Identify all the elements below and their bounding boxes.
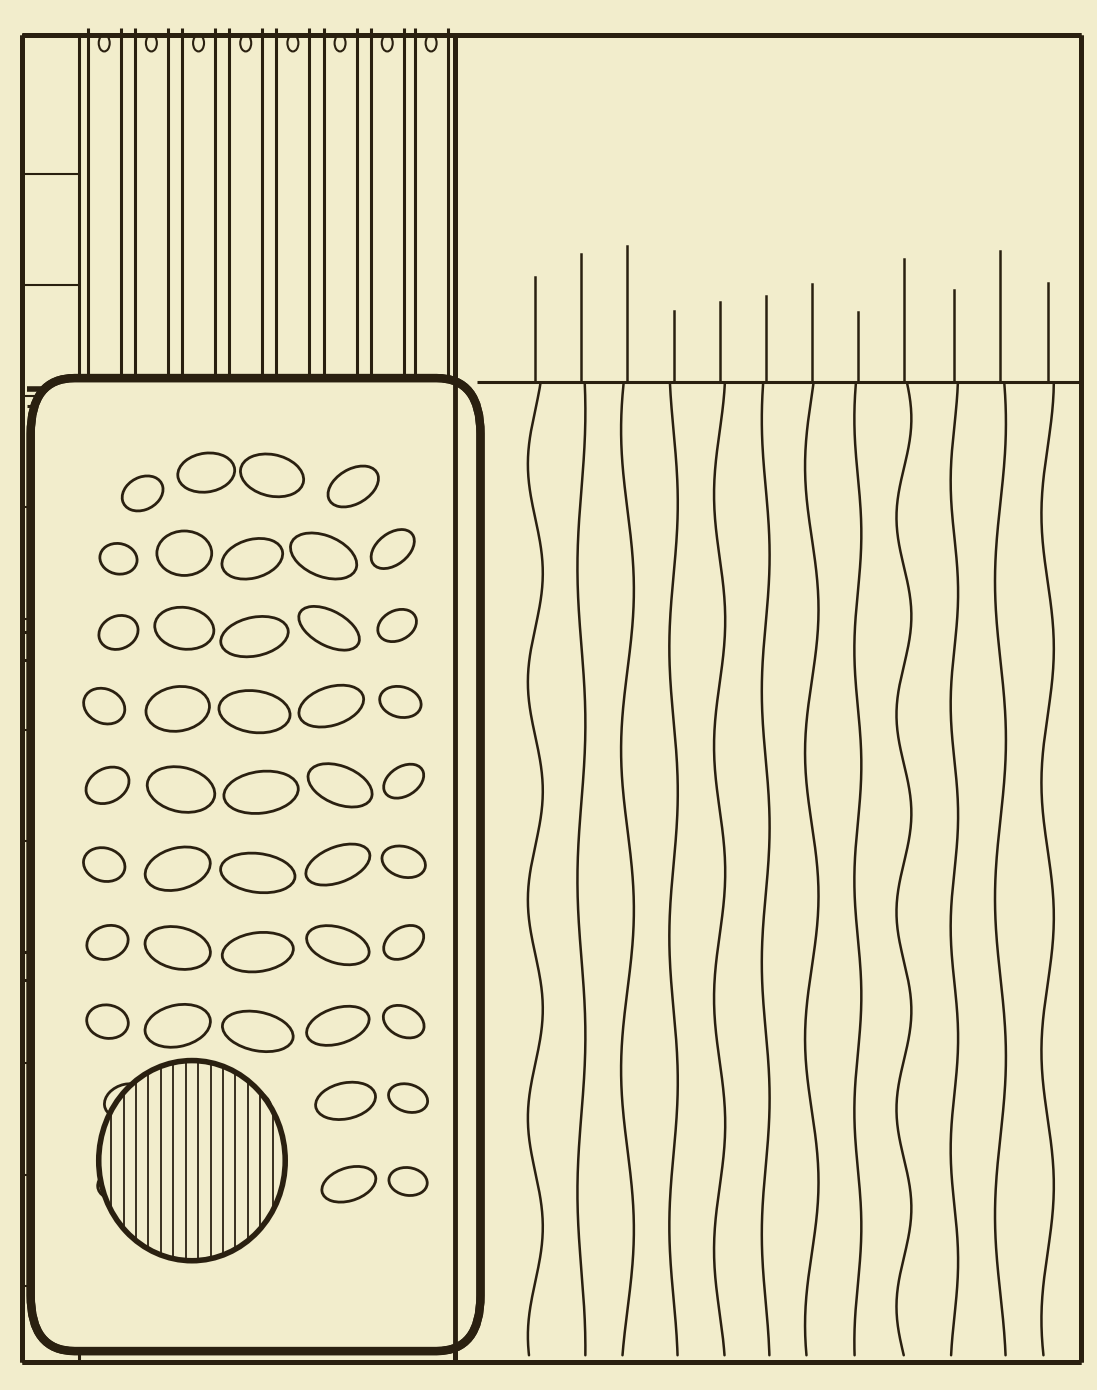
FancyBboxPatch shape (31, 378, 480, 1351)
Ellipse shape (99, 35, 110, 51)
Ellipse shape (146, 35, 157, 51)
Ellipse shape (335, 35, 346, 51)
Ellipse shape (382, 35, 393, 51)
Ellipse shape (287, 35, 298, 51)
Ellipse shape (426, 35, 437, 51)
Ellipse shape (99, 1061, 285, 1261)
Ellipse shape (193, 35, 204, 51)
Ellipse shape (240, 35, 251, 51)
